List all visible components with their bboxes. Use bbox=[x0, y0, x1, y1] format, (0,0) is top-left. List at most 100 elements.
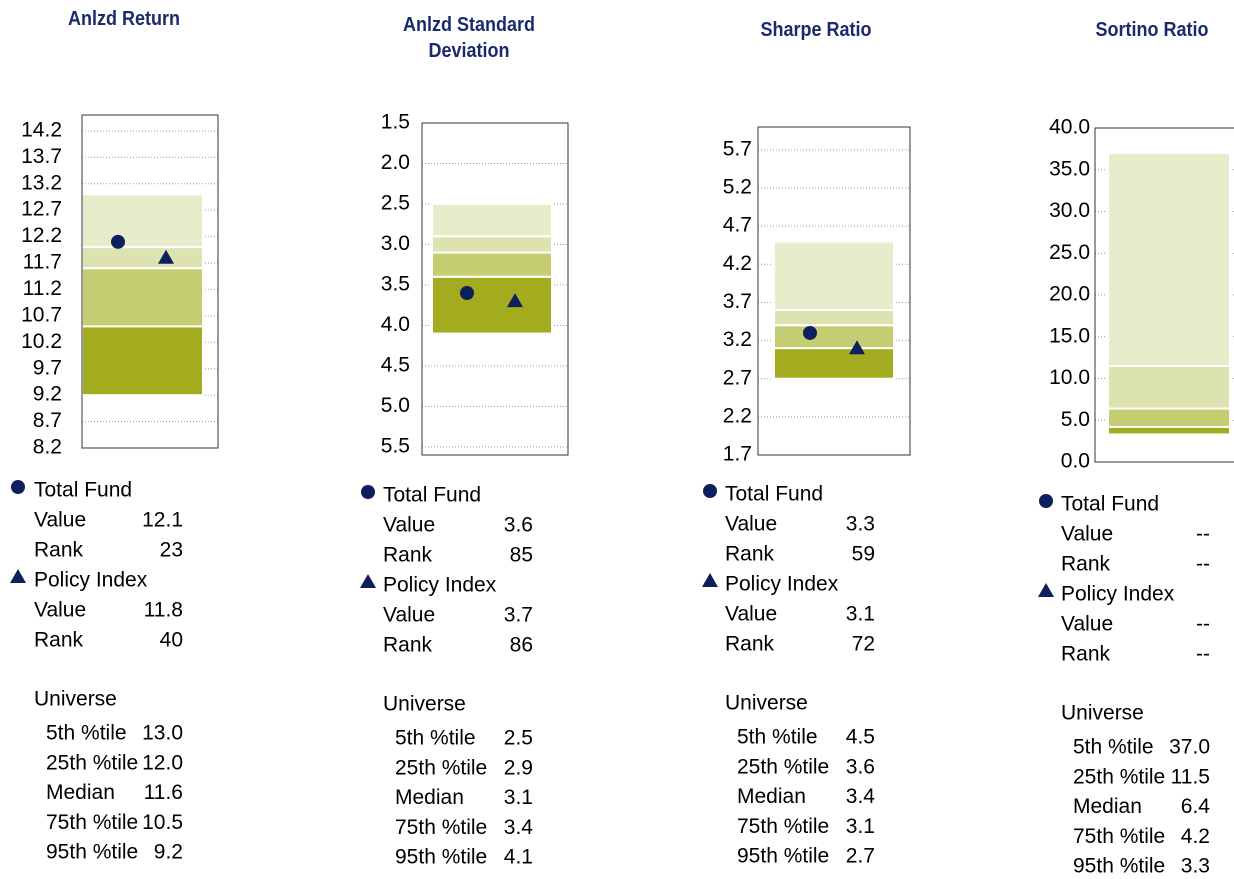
percentile-label: 95th %tile bbox=[46, 841, 138, 864]
row-label: Value bbox=[34, 509, 86, 532]
marker bbox=[460, 286, 474, 301]
y-tick-label: 4.0 bbox=[381, 313, 410, 336]
percentile-value: 4.1 bbox=[504, 846, 533, 869]
legend-label: Total Fund bbox=[34, 479, 132, 502]
percentile-value: 3.3 bbox=[1181, 855, 1210, 878]
y-tick-label: 1.5 bbox=[381, 111, 410, 134]
percentile-label: 75th %tile bbox=[1073, 825, 1165, 848]
percentile-label: 5th %tile bbox=[46, 722, 127, 745]
percentile-band bbox=[81, 325, 204, 397]
percentile-band bbox=[81, 193, 204, 249]
y-tick-label: 3.5 bbox=[381, 272, 410, 295]
y-tick-label: 10.0 bbox=[1049, 366, 1090, 389]
marker bbox=[111, 234, 125, 249]
row-label: Value bbox=[383, 514, 435, 537]
value-text: 3.3 bbox=[846, 513, 875, 536]
value-text: -- bbox=[1196, 613, 1210, 636]
percentile-value: 2.7 bbox=[846, 845, 875, 868]
percentile-band bbox=[1107, 425, 1231, 436]
universe-label: Universe bbox=[383, 693, 466, 716]
marker bbox=[158, 249, 174, 264]
legend-label: Policy Index bbox=[1061, 583, 1175, 606]
y-tick-label: 2.5 bbox=[381, 192, 410, 215]
percentile-band bbox=[431, 235, 553, 254]
plot-frame bbox=[81, 114, 219, 449]
y-tick-label: 12.2 bbox=[21, 224, 62, 247]
y-tick-label: 13.2 bbox=[21, 171, 62, 194]
percentile-label: 95th %tile bbox=[395, 846, 487, 869]
y-tick-label: 4.7 bbox=[723, 214, 752, 237]
value-text: -- bbox=[1196, 523, 1210, 546]
legend-marker bbox=[360, 574, 376, 588]
y-tick-label: 40.0 bbox=[1049, 116, 1090, 139]
row-label: Rank bbox=[34, 539, 84, 562]
row-label: Value bbox=[1061, 523, 1113, 546]
row-label: Value bbox=[1061, 613, 1113, 636]
value-text: 3.6 bbox=[504, 514, 533, 537]
y-tick-label: 10.7 bbox=[21, 303, 62, 326]
percentile-value: 9.2 bbox=[154, 841, 183, 864]
percentile-label: 25th %tile bbox=[737, 755, 829, 778]
y-tick-label: 30.0 bbox=[1049, 199, 1090, 222]
row-label: Value bbox=[725, 513, 777, 536]
y-tick-label: 14.2 bbox=[21, 118, 62, 141]
value-text: 11.8 bbox=[144, 599, 183, 622]
percentile-band bbox=[773, 309, 895, 327]
row-label: Value bbox=[383, 604, 435, 627]
y-tick-label: 9.2 bbox=[33, 383, 62, 406]
y-tick-label: 2.7 bbox=[723, 366, 752, 389]
percentile-label: 95th %tile bbox=[1073, 855, 1165, 878]
chart-title: Anlzd Standard Deviation bbox=[402, 14, 535, 62]
legend-marker bbox=[11, 480, 25, 494]
percentile-value: 4.2 bbox=[1181, 825, 1210, 848]
y-tick-label: 5.0 bbox=[381, 394, 410, 417]
value-text: 3.7 bbox=[504, 604, 533, 627]
legend-marker bbox=[361, 485, 375, 499]
rank-text: 86 bbox=[510, 634, 533, 657]
legend-label: Policy Index bbox=[725, 573, 839, 596]
plot-frame bbox=[1094, 127, 1234, 463]
y-tick-label: 3.0 bbox=[381, 232, 410, 255]
y-tick-label: 2.2 bbox=[723, 404, 752, 427]
percentile-value: 2.5 bbox=[504, 727, 533, 750]
y-tick-label: 8.2 bbox=[33, 436, 62, 459]
percentile-label: 75th %tile bbox=[46, 811, 138, 834]
row-label: Rank bbox=[725, 633, 775, 656]
rank-text: 59 bbox=[852, 543, 875, 566]
y-tick-label: 13.7 bbox=[21, 145, 62, 168]
y-tick-label: 8.7 bbox=[33, 409, 62, 432]
plot-frame bbox=[757, 126, 911, 456]
legend-marker bbox=[703, 484, 717, 498]
rank-text: -- bbox=[1196, 643, 1210, 666]
percentile-value: 11.6 bbox=[144, 781, 183, 804]
universe-label: Universe bbox=[34, 688, 117, 711]
y-tick-label: 11.2 bbox=[23, 277, 62, 300]
percentile-value: 11.5 bbox=[1171, 765, 1210, 788]
y-tick-label: 15.0 bbox=[1049, 324, 1090, 347]
percentile-label: Median bbox=[395, 786, 464, 809]
rank-text: 23 bbox=[160, 539, 183, 562]
percentile-band bbox=[81, 246, 204, 270]
percentile-value: 13.0 bbox=[142, 722, 183, 745]
universe-label: Universe bbox=[725, 692, 808, 715]
legend-marker bbox=[702, 573, 718, 587]
y-tick-label: 4.2 bbox=[723, 252, 752, 275]
percentile-band bbox=[773, 324, 895, 350]
percentile-value: 37.0 bbox=[1169, 736, 1210, 759]
y-tick-label: 3.7 bbox=[723, 290, 752, 313]
percentile-band bbox=[1107, 407, 1231, 428]
y-tick-label: 2.0 bbox=[381, 151, 410, 174]
legend-label: Policy Index bbox=[34, 569, 148, 592]
y-tick-label: 10.2 bbox=[21, 330, 62, 353]
percentile-value: 4.5 bbox=[846, 726, 875, 749]
rank-text: -- bbox=[1196, 553, 1210, 576]
percentile-label: 5th %tile bbox=[395, 727, 476, 750]
y-tick-label: 5.2 bbox=[723, 176, 752, 199]
percentile-label: Median bbox=[1073, 795, 1142, 818]
percentile-label: Median bbox=[46, 781, 115, 804]
y-tick-label: 3.2 bbox=[723, 328, 752, 351]
plot-frame bbox=[421, 122, 569, 456]
y-tick-label: 20.0 bbox=[1049, 283, 1090, 306]
percentile-label: 95th %tile bbox=[737, 845, 829, 868]
